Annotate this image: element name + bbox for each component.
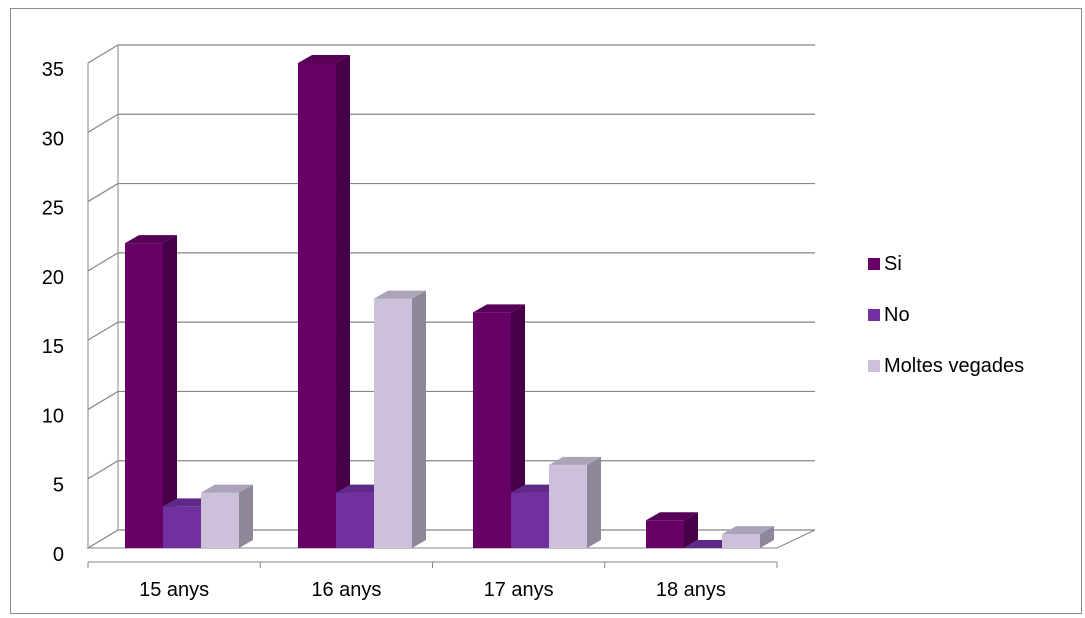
bar-moltes-vegades-15-anys <box>201 492 239 548</box>
bar-no-16-anys <box>336 492 374 548</box>
bar-si-16-anys <box>298 63 336 548</box>
bar-top-si-15-anys <box>125 235 177 244</box>
x-label-16-anys: 16 anys <box>311 579 381 601</box>
gridline-diag-25 <box>87 183 119 203</box>
legend-label-no: No <box>884 303 910 326</box>
legend-label-si: Si <box>884 252 902 275</box>
bar-top-moltes-vegades-15-anys <box>201 484 253 493</box>
x-label-17-anys: 17 anys <box>484 579 554 601</box>
x-label-18-anys: 18 anys <box>656 579 726 601</box>
gridline-diag-10 <box>87 390 119 410</box>
y-tick-label-15: 15 <box>42 336 64 358</box>
legend-swatch-moltes-vegades <box>868 360 880 372</box>
x-label-15-anys: 15 anys <box>139 579 209 601</box>
bar-side-si-16-anys <box>336 55 350 548</box>
legend-item-no: No <box>868 303 1024 326</box>
bar-side-moltes-vegades-17-anys <box>587 456 601 548</box>
legend-item-moltes-vegades: Moltes vegades <box>868 354 1025 377</box>
gridline-diag-20 <box>87 252 119 272</box>
bar-top-si-17-anys <box>473 304 525 313</box>
y-tick-label-20: 20 <box>42 267 64 289</box>
bar-top-moltes-vegades-17-anys <box>549 456 601 465</box>
y-tick-label-25: 25 <box>42 198 64 220</box>
legend: Si No Moltes vegades <box>868 252 1025 407</box>
gridline-diag-35 <box>87 44 119 64</box>
bar-no-15-anys <box>163 506 201 548</box>
bar-si-18-anys <box>646 520 684 548</box>
bar-side-si-15-anys <box>163 235 177 548</box>
y-tick-label-5: 5 <box>53 475 64 497</box>
legend-swatch-no <box>868 309 880 321</box>
y-tick-label-0: 0 <box>53 544 64 566</box>
bar-top-moltes-vegades-16-anys <box>374 290 426 299</box>
legend-swatch-si <box>868 258 880 270</box>
bar-top-si-16-anys <box>298 55 350 63</box>
gridline-diag-30 <box>87 113 119 133</box>
gridline-diag-5 <box>87 460 119 480</box>
bar-moltes-vegades-18-anys <box>722 534 760 548</box>
bar-side-si-18-anys <box>684 512 698 548</box>
bar-moltes-vegades-17-anys <box>549 464 587 548</box>
bar-si-15-anys <box>125 243 163 548</box>
bar-top-moltes-vegades-18-anys <box>722 526 774 535</box>
y-tick-label-10: 10 <box>42 405 64 427</box>
legend-item-si: Si <box>868 252 1024 275</box>
legend-label-moltes-vegades: Moltes vegades <box>884 354 1025 377</box>
gridline-diag-15 <box>87 321 119 341</box>
bar-side-moltes-vegades-15-anys <box>239 484 253 548</box>
bar-si-17-anys <box>473 312 511 548</box>
bar-no-17-anys <box>511 492 549 548</box>
bar-moltes-vegades-16-anys <box>374 298 412 548</box>
bar-side-moltes-vegades-18-anys <box>760 526 774 548</box>
y-tick-label-35: 35 <box>42 59 64 81</box>
bar-side-moltes-vegades-16-anys <box>412 290 426 548</box>
y-tick-label-30: 30 <box>42 128 64 150</box>
bar-top-si-18-anys <box>646 512 698 521</box>
